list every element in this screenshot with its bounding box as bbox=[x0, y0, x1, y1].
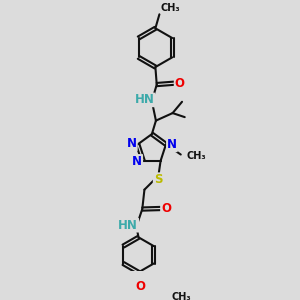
Text: S: S bbox=[154, 173, 162, 186]
Text: N: N bbox=[132, 155, 142, 168]
Text: N: N bbox=[167, 138, 177, 151]
Text: CH₃: CH₃ bbox=[172, 292, 191, 300]
Text: O: O bbox=[161, 202, 171, 215]
Text: HN: HN bbox=[134, 93, 154, 106]
Text: N: N bbox=[127, 137, 137, 150]
Text: CH₃: CH₃ bbox=[187, 151, 206, 161]
Text: CH₃: CH₃ bbox=[161, 3, 180, 13]
Text: O: O bbox=[175, 77, 184, 90]
Text: O: O bbox=[135, 280, 146, 293]
Text: HN: HN bbox=[118, 219, 138, 232]
